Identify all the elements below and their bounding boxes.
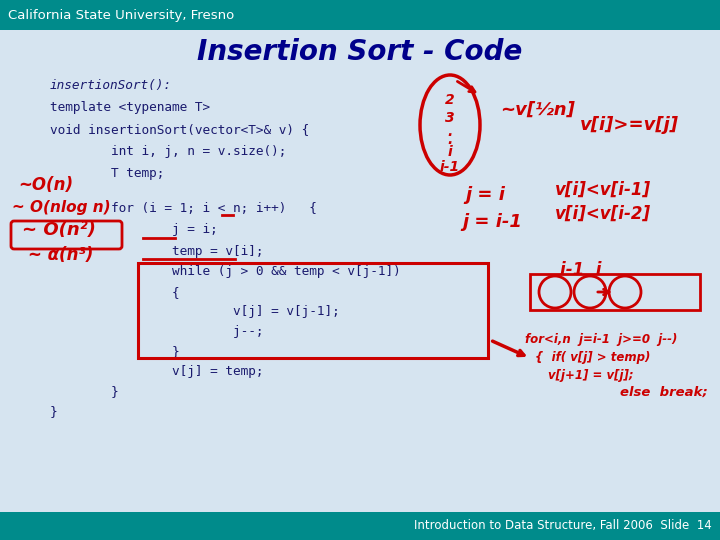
Text: .: . bbox=[447, 125, 453, 139]
Text: ~O(n): ~O(n) bbox=[18, 176, 73, 194]
Text: ~ α(n³): ~ α(n³) bbox=[28, 246, 94, 264]
Text: California State University, Fresno: California State University, Fresno bbox=[8, 9, 234, 22]
Text: while (j > 0 && temp < v[j-1]): while (j > 0 && temp < v[j-1]) bbox=[50, 266, 401, 279]
Bar bbox=[530, 274, 700, 310]
Text: v[j] = v[j-1];: v[j] = v[j-1]; bbox=[50, 306, 340, 319]
Text: ~v[½n]: ~v[½n] bbox=[500, 101, 575, 119]
Text: i-1  i: i-1 i bbox=[560, 261, 601, 279]
Text: template <typename T>: template <typename T> bbox=[50, 102, 210, 114]
Text: for (i = 1; i < n; i++)   {: for (i = 1; i < n; i++) { bbox=[50, 201, 317, 214]
Text: temp = v[i];: temp = v[i]; bbox=[50, 245, 264, 258]
Text: .: . bbox=[447, 133, 453, 147]
Text: v[i]<v[i-2]: v[i]<v[i-2] bbox=[555, 205, 651, 223]
Text: v[j] = temp;: v[j] = temp; bbox=[50, 366, 264, 379]
Text: j = i;: j = i; bbox=[50, 224, 217, 237]
Text: v[i]>=v[j]: v[i]>=v[j] bbox=[580, 116, 679, 134]
Text: ~ O(nlog n): ~ O(nlog n) bbox=[12, 200, 111, 215]
Text: i-1: i-1 bbox=[440, 160, 460, 174]
Text: Introduction to Data Structure, Fall 2006  Slide  14: Introduction to Data Structure, Fall 200… bbox=[414, 519, 712, 532]
Text: j = i: j = i bbox=[465, 186, 505, 204]
Text: v[i]<v[i-1]: v[i]<v[i-1] bbox=[555, 181, 651, 199]
Text: }: } bbox=[50, 406, 58, 419]
Bar bbox=[0, 0, 720, 30]
Text: void insertionSort(vector<T>& v) {: void insertionSort(vector<T>& v) { bbox=[50, 124, 310, 137]
Text: else  break;: else break; bbox=[620, 386, 708, 399]
Text: insertionSort():: insertionSort(): bbox=[50, 78, 172, 91]
Text: }: } bbox=[50, 346, 179, 359]
Text: T temp;: T temp; bbox=[50, 167, 164, 180]
Text: 2: 2 bbox=[445, 93, 455, 107]
Text: i: i bbox=[448, 145, 452, 159]
Text: j = i-1: j = i-1 bbox=[462, 213, 522, 231]
Text: v[j+1] = v[j];: v[j+1] = v[j]; bbox=[548, 369, 634, 382]
Bar bbox=[0, 512, 720, 540]
Text: {: { bbox=[50, 287, 179, 300]
Text: for<i,n  j=i-1  j>=0  j--): for<i,n j=i-1 j>=0 j--) bbox=[525, 334, 678, 347]
Text: {  if( v[j] > temp): { if( v[j] > temp) bbox=[535, 352, 650, 365]
Text: ~ O(n²): ~ O(n²) bbox=[22, 221, 96, 239]
Text: }: } bbox=[50, 386, 119, 399]
Text: int i, j, n = v.size();: int i, j, n = v.size(); bbox=[50, 145, 287, 159]
Bar bbox=[138, 263, 488, 358]
Text: 3: 3 bbox=[445, 111, 455, 125]
Text: Insertion Sort - Code: Insertion Sort - Code bbox=[197, 38, 523, 66]
Text: j--;: j--; bbox=[50, 326, 264, 339]
